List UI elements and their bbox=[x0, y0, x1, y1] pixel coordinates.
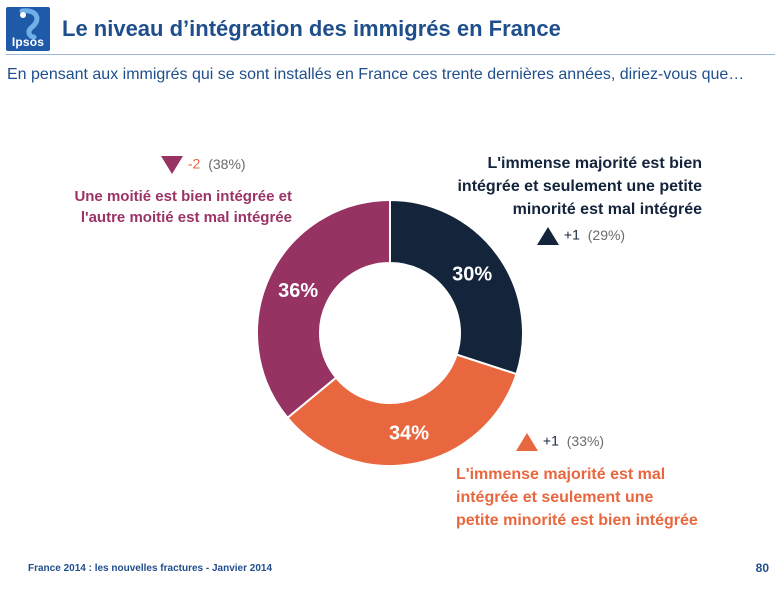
slice-label-line: intégrée et seulement une petite bbox=[457, 178, 702, 195]
triangle-up-icon bbox=[537, 227, 559, 245]
slice-bien-integree bbox=[389, 198, 524, 376]
slice-label-line: L'immense majorité est bien bbox=[487, 155, 702, 172]
slice-value-label: 30% bbox=[452, 263, 492, 285]
trend-previous: (33%) bbox=[566, 432, 605, 449]
footer-source: France 2014 : les nouvelles fractures - … bbox=[28, 563, 273, 574]
slice-label-line: l'autre moitié est mal intégrée bbox=[80, 209, 292, 226]
question-text: En pensant aux immigrés qui se sont inst… bbox=[7, 66, 745, 83]
logo-text: Ipsos bbox=[11, 35, 45, 49]
slice-label-moitie: Une moitié est bien intégrée et l'autre … bbox=[40, 186, 292, 228]
slice-moitie bbox=[256, 198, 391, 420]
slice-label-line: L'immense majorité est mal bbox=[456, 466, 666, 483]
trend-previous: (38%) bbox=[208, 155, 246, 172]
slice-label-line: petite minorité est bien intégrée bbox=[456, 512, 698, 529]
logo-mark-icon bbox=[19, 8, 40, 40]
slice-mal-integree bbox=[286, 353, 518, 467]
title-divider bbox=[6, 54, 775, 55]
slice-label-mal-integree: L'immense majorité est mal intégrée et s… bbox=[456, 463, 746, 532]
slice-value-label: 36% bbox=[278, 280, 318, 302]
trend-delta: +1 bbox=[542, 432, 559, 449]
trend-previous: (29%) bbox=[587, 226, 626, 243]
slice-value-label: 34% bbox=[389, 423, 429, 445]
slice-label-bien-integree: L'immense majorité est bien intégrée et … bbox=[440, 152, 702, 221]
triangle-down-icon bbox=[161, 156, 183, 174]
page-number: 80 bbox=[755, 561, 769, 575]
trend-delta: +1 bbox=[563, 226, 580, 243]
triangle-up-icon bbox=[516, 433, 538, 451]
page-title: Le niveau d’intégration des immigrés en … bbox=[62, 16, 561, 41]
trend-indicator-bien-integree: +1 (29%) bbox=[536, 226, 625, 246]
trend-indicator-moitie: -2 (38%) bbox=[160, 155, 246, 175]
slice-label-line: Une moitié est bien intégrée et bbox=[74, 188, 292, 205]
slice-label-line: intégrée et seulement une bbox=[456, 489, 654, 506]
trend-delta: -2 bbox=[187, 155, 201, 172]
slice-label-line: minorité est mal intégrée bbox=[512, 201, 702, 218]
trend-indicator-mal-integree: +1 (33%) bbox=[515, 432, 604, 452]
ipsos-logo: Ipsos bbox=[6, 7, 50, 51]
